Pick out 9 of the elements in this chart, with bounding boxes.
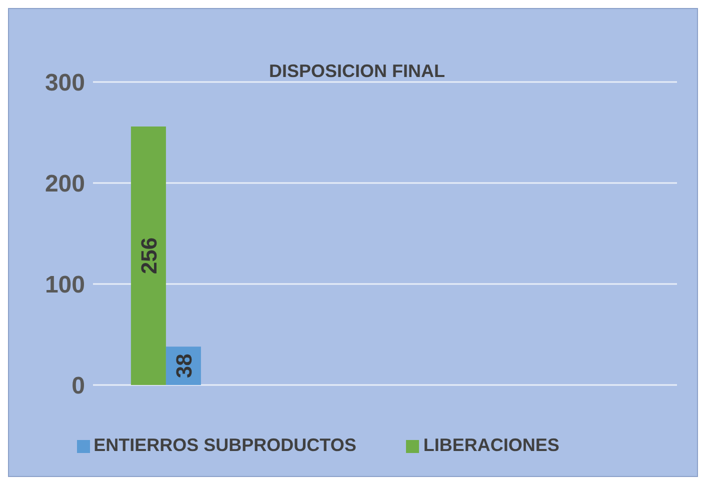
data-label: 38 <box>171 354 196 378</box>
y-tick-label: 300 <box>44 70 85 97</box>
chart-title: DISPOSICION FINAL <box>268 61 445 81</box>
y-tick-label: 0 <box>72 372 85 400</box>
y-tick-label: 100 <box>44 272 85 299</box>
legend-label: ENTIERROS SUBPRODUCTOS <box>94 435 356 455</box>
legend-label: LIBERACIONES <box>423 435 560 455</box>
data-label: 256 <box>136 237 162 274</box>
y-tick-label: 200 <box>44 170 85 198</box>
